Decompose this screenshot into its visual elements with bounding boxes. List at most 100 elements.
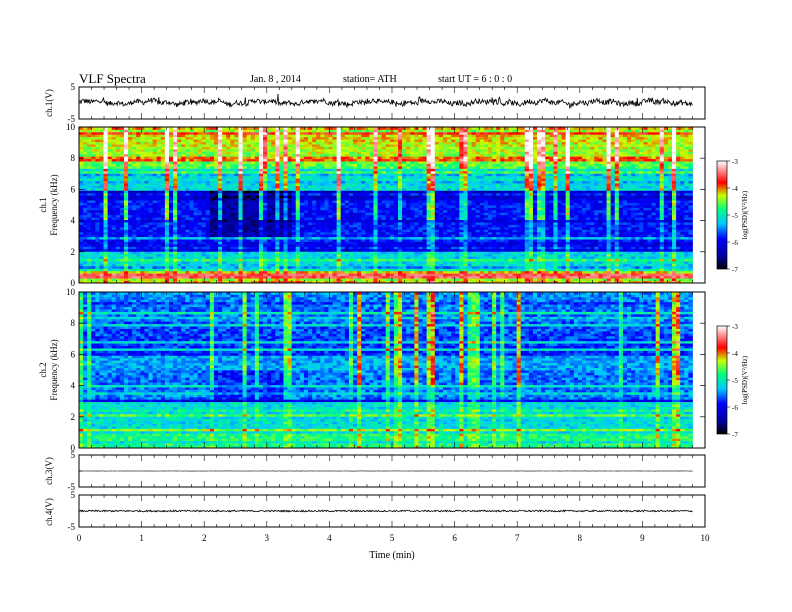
spectrogram-cell	[79, 258, 84, 262]
spectrogram-cell	[164, 244, 170, 247]
spectrogram-cell	[377, 180, 383, 184]
spectrogram-cell	[173, 136, 178, 140]
spectrogram-cell	[148, 146, 154, 150]
spectrogram-cell	[353, 168, 358, 172]
spectrogram-cell	[258, 236, 264, 240]
spectrogram-cell	[193, 253, 199, 257]
spectrogram-cell	[95, 158, 100, 162]
spectrogram-cell	[119, 127, 125, 130]
spectrogram-cell	[295, 136, 301, 140]
spectrogram-cell	[254, 180, 260, 184]
spectrogram-cell	[324, 139, 329, 143]
spectrogram-cell	[369, 280, 374, 284]
spectrogram-cell	[271, 200, 276, 203]
spectrogram-cell	[287, 183, 293, 186]
spectrogram-cell	[177, 202, 182, 206]
spectrogram-cell	[177, 207, 182, 211]
spectrogram-cell	[246, 278, 252, 281]
spectrogram-cell	[136, 195, 141, 199]
spectrogram-cell	[136, 275, 141, 279]
spectrogram-cell	[197, 202, 203, 206]
spectrogram-cell	[209, 224, 215, 228]
spectrogram-cell	[308, 148, 313, 152]
spectrogram-cell	[197, 141, 203, 145]
spectrogram-cell	[365, 178, 370, 182]
spectrogram-cell	[263, 141, 268, 145]
spectrogram-cell	[250, 148, 256, 152]
spectrogram-cell	[271, 190, 276, 194]
spectrogram-cell	[111, 129, 117, 133]
spectrogram-cell	[197, 229, 203, 233]
spectrogram-cell	[324, 222, 329, 225]
spectrogram-cell	[226, 268, 231, 272]
spectrogram-cell	[140, 270, 145, 274]
spectrogram-cell	[348, 129, 354, 133]
spectrogram-cell	[201, 241, 207, 245]
spectrogram-cell	[238, 278, 243, 281]
spectrogram-cell	[291, 136, 297, 140]
spectrogram-cell	[254, 161, 260, 164]
spectrogram-cell	[361, 146, 366, 150]
spectrogram-cell	[385, 270, 391, 274]
spectrogram-cell	[193, 161, 199, 164]
spectrogram-cell	[377, 144, 383, 147]
spectrogram-cell	[185, 170, 190, 174]
spectrogram-cell	[99, 217, 104, 221]
spectrogram-cell	[156, 129, 162, 133]
spectrogram-cell	[164, 265, 170, 269]
spectrogram-cell	[393, 158, 399, 162]
spectrogram-cell	[213, 163, 219, 167]
spectrogram-cell	[201, 253, 207, 257]
spectrogram-cell	[365, 253, 370, 257]
spectrogram-cell	[226, 246, 231, 250]
spectrogram-cell	[226, 234, 231, 238]
spectrogram-cell	[234, 248, 239, 252]
spectrogram-cell	[193, 168, 199, 172]
spectrogram-cell	[218, 183, 223, 186]
spectrogram-cell	[316, 148, 321, 152]
spectrogram-cell	[361, 136, 366, 140]
spectrogram-cell	[377, 168, 383, 172]
spectrogram-cell	[308, 256, 313, 260]
spectrogram-cell	[83, 268, 88, 272]
spectrogram-cell	[189, 222, 194, 225]
spectrogram-cell	[369, 261, 374, 264]
spectrogram-cell	[201, 144, 207, 147]
spectrogram-cell	[193, 268, 199, 272]
spectrogram-cell	[123, 144, 129, 147]
spectrogram-cell	[222, 273, 227, 277]
spectrogram-cell	[156, 214, 162, 218]
spectrogram-cell	[316, 202, 321, 206]
spectrogram-cell	[348, 231, 354, 235]
spectrogram-cell	[303, 273, 309, 277]
spectrogram-cell	[148, 197, 154, 201]
spectrogram-cell	[177, 209, 182, 213]
spectrogram-cell	[91, 205, 96, 208]
spectrogram-cell	[267, 202, 272, 206]
spectrogram-cell	[107, 163, 113, 167]
spectrogram-cell	[242, 146, 248, 150]
spectrogram-cell	[152, 224, 158, 228]
spectrogram-cell	[389, 185, 395, 189]
spectrogram-cell	[312, 144, 317, 147]
spectrogram-cell	[197, 173, 203, 177]
spectrogram-cell	[377, 205, 383, 208]
spectrogram-cell	[132, 209, 137, 213]
spectrogram-cell	[99, 187, 104, 191]
spectrogram-cell	[312, 222, 317, 225]
spectrogram-cell	[213, 253, 219, 257]
spectrogram-cell	[275, 185, 280, 189]
spectrogram-cell	[218, 144, 223, 147]
spectrogram-cell	[156, 202, 162, 206]
spectrogram-cell	[209, 200, 215, 203]
spectrogram-cell	[381, 212, 387, 216]
spectrogram-cell	[201, 224, 207, 228]
spectrogram-cell	[123, 178, 129, 182]
spectrogram-cell	[242, 248, 248, 252]
spectrogram-cell	[263, 134, 268, 138]
spectrogram-cell	[160, 234, 166, 238]
spectrogram-cell	[205, 209, 211, 213]
spectrogram-cell	[303, 278, 309, 281]
spectrogram-cell	[279, 180, 284, 184]
spectrogram-cell	[287, 280, 293, 284]
